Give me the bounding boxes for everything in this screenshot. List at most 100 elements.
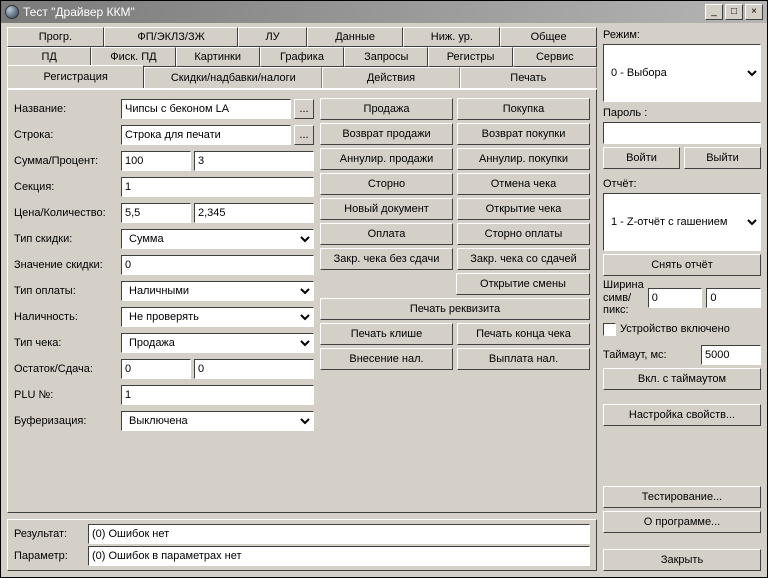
label-sumpct: Сумма/Процент:	[14, 155, 118, 167]
btn-purchase-return[interactable]: Возврат покупки	[457, 123, 590, 145]
label-priceqty: Цена/Количество:	[14, 207, 118, 219]
btn-cheque-open[interactable]: Открытие чека	[457, 198, 590, 220]
btn-properties[interactable]: Настройка свойств...	[603, 404, 761, 426]
btn-about[interactable]: О программе...	[603, 511, 761, 533]
btn-print-endcheque[interactable]: Печать конца чека	[457, 323, 590, 345]
btn-purchase[interactable]: Покупка	[457, 98, 590, 120]
input-width-pix[interactable]	[706, 288, 761, 308]
input-sum[interactable]	[121, 151, 191, 171]
input-qty[interactable]	[194, 203, 314, 223]
input-discount-val[interactable]	[121, 255, 314, 275]
app-icon	[5, 5, 19, 19]
label-result: Результат:	[14, 528, 84, 540]
left-column: Прогр. ФП/ЭКЛЗ/ЗЖ ЛУ Данные Ниж. ур. Общ…	[7, 27, 597, 571]
input-timeout[interactable]	[701, 345, 761, 365]
label-pay-type: Тип оплаты:	[14, 285, 118, 297]
btn-purchase-void[interactable]: Аннулир. покупки	[457, 148, 590, 170]
btn-print-cliche[interactable]: Печать клише	[320, 323, 453, 345]
btn-logout[interactable]: Выйти	[684, 147, 761, 169]
input-password[interactable]	[603, 122, 761, 144]
window-title: Тест "Драйвер ККМ"	[23, 5, 703, 19]
name-browse-button[interactable]: ...	[294, 99, 314, 119]
checkbox-device-on[interactable]	[603, 323, 616, 336]
menu-data[interactable]: Данные	[307, 27, 404, 47]
btn-close[interactable]: Закрыть	[603, 549, 761, 571]
input-plu[interactable]	[121, 385, 314, 405]
form-column: Название: ... Строка: ... Сумма/Процент:	[14, 98, 314, 506]
btn-sale[interactable]: Продажа	[320, 98, 453, 120]
label-buffer: Буферизация:	[14, 415, 118, 427]
select-discount-type[interactable]: Сумма	[121, 229, 314, 249]
menu-graphics[interactable]: Графика	[260, 47, 344, 67]
tab-row: Регистрация Скидки/надбавки/налоги Дейст…	[7, 67, 597, 89]
menu-pd[interactable]: ПД	[7, 47, 91, 67]
tab-actions[interactable]: Действия	[322, 67, 459, 88]
btn-cash-out[interactable]: Выплата нал.	[457, 348, 590, 370]
btn-close-nochange[interactable]: Закр. чека без сдачи	[320, 248, 453, 270]
btn-sale-void[interactable]: Аннулир. продажи	[320, 148, 453, 170]
menu-rows: Прогр. ФП/ЭКЛЗ/ЗЖ ЛУ Данные Ниж. ур. Общ…	[7, 27, 597, 89]
label-timeout: Таймаут, мс:	[603, 349, 697, 361]
menu-common[interactable]: Общее	[500, 27, 597, 47]
select-mode[interactable]: 0 - Выбора	[603, 44, 761, 102]
input-width-chars[interactable]	[648, 288, 703, 308]
select-pay-type[interactable]: Наличными	[121, 281, 314, 301]
input-param	[88, 546, 590, 566]
btn-testing[interactable]: Тестирование...	[603, 486, 761, 508]
input-rest1[interactable]	[121, 359, 191, 379]
label-password: Пароль :	[603, 107, 761, 119]
menu-registers[interactable]: Регистры	[428, 47, 512, 67]
close-window-button[interactable]: ×	[745, 4, 763, 20]
tab-registration[interactable]: Регистрация	[7, 65, 144, 88]
menu-lowlevel[interactable]: Ниж. ур.	[403, 27, 500, 47]
select-cash-presence[interactable]: Не проверять	[121, 307, 314, 327]
menu-progr[interactable]: Прогр.	[7, 27, 104, 47]
tab-discounts[interactable]: Скидки/надбавки/налоги	[144, 67, 322, 88]
label-cash-presence: Наличность:	[14, 311, 118, 323]
btn-payment-storno[interactable]: Сторно оплаты	[457, 223, 590, 245]
btn-take-report[interactable]: Снять отчёт	[603, 254, 761, 276]
select-buffer[interactable]: Выключена	[121, 411, 314, 431]
right-column: Режим: 0 - Выбора Пароль : Войти Выйти О…	[603, 27, 761, 571]
btn-storno[interactable]: Сторно	[320, 173, 453, 195]
select-cheque-type[interactable]: Продажа	[121, 333, 314, 353]
menu-row-1: Прогр. ФП/ЭКЛЗ/ЗЖ ЛУ Данные Ниж. ур. Общ…	[7, 27, 597, 47]
select-report[interactable]: 1 - Z-отчёт с гашением	[603, 193, 761, 251]
input-name[interactable]	[121, 99, 291, 119]
btn-shift-open[interactable]: Открытие смены	[456, 273, 590, 295]
input-price[interactable]	[121, 203, 191, 223]
label-name: Название:	[14, 103, 118, 115]
input-section[interactable]	[121, 177, 314, 197]
status-panel: Результат: Параметр:	[7, 519, 597, 571]
label-param: Параметр:	[14, 550, 84, 562]
label-report: Отчёт:	[603, 178, 761, 190]
btn-login[interactable]: Войти	[603, 147, 680, 169]
btn-payment[interactable]: Оплата	[320, 223, 453, 245]
btn-cash-in[interactable]: Внесение нал.	[320, 348, 453, 370]
client-area: Прогр. ФП/ЭКЛЗ/ЗЖ ЛУ Данные Ниж. ур. Общ…	[1, 23, 767, 577]
maximize-button[interactable]: □	[725, 4, 743, 20]
menu-pictures[interactable]: Картинки	[176, 47, 260, 67]
label-width: Ширина симв/пикс:	[603, 279, 644, 315]
device-on-row[interactable]: Устройство включено	[603, 323, 761, 336]
btn-close-change[interactable]: Закр. чека со сдачей	[457, 248, 590, 270]
minimize-button[interactable]: _	[705, 4, 723, 20]
input-rest2[interactable]	[194, 359, 314, 379]
menu-fp[interactable]: ФП/ЭКЛЗ/ЗЖ	[104, 27, 239, 47]
tab-print[interactable]: Печать	[460, 67, 597, 88]
label-mode: Режим:	[603, 29, 761, 41]
btn-print-requisite[interactable]: Печать реквизита	[320, 298, 590, 320]
menu-fiskpd[interactable]: Фиск. ПД	[91, 47, 175, 67]
menu-queries[interactable]: Запросы	[344, 47, 428, 67]
btn-sale-return[interactable]: Возврат продажи	[320, 123, 453, 145]
input-pct[interactable]	[194, 151, 314, 171]
menu-lu[interactable]: ЛУ	[238, 27, 306, 47]
app-window: Тест "Драйвер ККМ" _ □ × Прогр. ФП/ЭКЛЗ/…	[0, 0, 768, 578]
btn-new-doc[interactable]: Новый документ	[320, 198, 453, 220]
ops-column: Продажа Покупка Возврат продажи Возврат …	[320, 98, 590, 506]
input-line[interactable]	[121, 125, 291, 145]
line-browse-button[interactable]: ...	[294, 125, 314, 145]
menu-service[interactable]: Сервис	[513, 47, 597, 67]
btn-cheque-cancel[interactable]: Отмена чека	[457, 173, 590, 195]
btn-with-timeout[interactable]: Вкл. с таймаутом	[603, 368, 761, 390]
